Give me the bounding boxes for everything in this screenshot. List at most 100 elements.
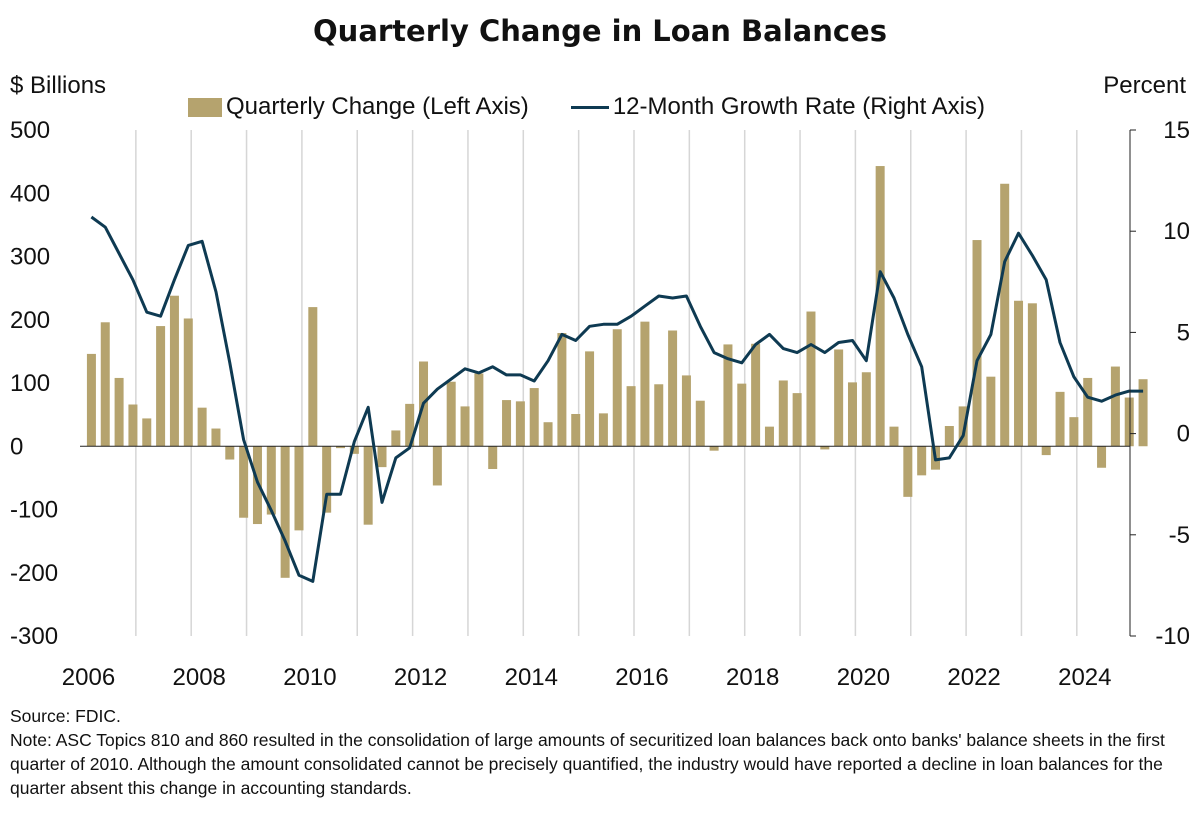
left-axis-tick-label: -100	[10, 497, 58, 524]
x-axis-tick-label: 2018	[726, 664, 779, 691]
bar-quarterly-change	[100, 322, 110, 447]
bar-quarterly-change	[322, 446, 332, 513]
bar-quarterly-change	[764, 426, 774, 447]
bar-quarterly-change	[197, 407, 207, 447]
bar-quarterly-change	[778, 380, 788, 447]
line-growth-rate	[90, 215, 1144, 583]
bar-quarterly-change	[128, 404, 138, 447]
left-axis-tick-label: 300	[10, 244, 50, 271]
bar-quarterly-change	[917, 446, 927, 476]
x-axis-tick-label: 2008	[173, 664, 226, 691]
bar-quarterly-change	[349, 446, 359, 454]
bar-quarterly-change	[543, 422, 553, 447]
bar-quarterly-change	[211, 428, 221, 447]
bar-quarterly-change	[239, 446, 249, 518]
accounting-note: Note: ASC Topics 810 and 860 resulted in…	[10, 730, 1165, 798]
source-note: Source: FDIC.	[10, 706, 121, 726]
legend-line-label: 12-Month Growth Rate (Right Axis)	[612, 93, 985, 120]
bar-quarterly-change	[903, 446, 913, 497]
bar-quarterly-change	[571, 413, 581, 447]
bar-quarterly-change	[585, 351, 595, 447]
bar-quarterly-change	[1124, 397, 1134, 447]
bar-quarterly-change	[1014, 300, 1024, 447]
bar-quarterly-change	[1138, 379, 1148, 447]
bar-quarterly-change	[280, 446, 290, 578]
bar-quarterly-change	[889, 426, 899, 447]
bar-quarterly-change	[405, 403, 415, 447]
bar-quarterly-change	[1055, 391, 1065, 447]
x-axis-tick-label: 2010	[283, 664, 336, 691]
bar-quarterly-change	[363, 446, 373, 525]
bar-quarterly-change	[654, 384, 664, 447]
bar-quarterly-change	[709, 446, 719, 451]
bar-quarterly-change	[1069, 417, 1079, 447]
right-axis-unit-label: Percent	[1103, 72, 1186, 99]
bar-quarterly-change	[308, 307, 318, 447]
footnotes: Source: FDIC. Note: ASC Topics 810 and 8…	[10, 704, 1190, 800]
left-axis-tick-label: 100	[10, 370, 50, 397]
bar-quarterly-change	[944, 426, 954, 447]
bar-quarterly-change	[986, 376, 996, 447]
bar-quarterly-change	[792, 393, 802, 447]
bar-quarterly-change	[142, 418, 152, 447]
legend-bar-label: Quarterly Change (Left Axis)	[226, 93, 529, 120]
left-axis-tick-label: 400	[10, 180, 50, 207]
bar-quarterly-change	[114, 377, 124, 447]
bar-quarterly-change	[502, 400, 512, 447]
bar-quarterly-change	[806, 311, 816, 447]
x-axis-tick-label: 2016	[615, 664, 668, 691]
x-axis-tick-label: 2022	[947, 664, 1000, 691]
legend: Quarterly Change (Left Axis) 12-Month Gr…	[188, 92, 985, 122]
bar-quarterly-change	[1110, 366, 1120, 447]
left-axis-tick-label: -200	[10, 560, 58, 587]
legend-bar-swatch	[188, 97, 222, 117]
left-axis-tick-label: 0	[10, 433, 23, 460]
left-axis-tick-label: -300	[10, 623, 58, 650]
bar-quarterly-change	[1000, 183, 1010, 447]
bar-quarterly-change	[266, 446, 276, 515]
right-axis-tick-label: 10	[1163, 218, 1190, 245]
bar-quarterly-change	[1041, 446, 1051, 456]
bar-quarterly-change	[598, 413, 608, 447]
bar-quarterly-change	[377, 446, 387, 468]
bar-quarterly-change	[875, 166, 885, 447]
bar-quarterly-change	[751, 343, 761, 447]
bar-quarterly-change	[958, 406, 968, 447]
right-axis-tick-label: 15	[1163, 117, 1190, 144]
bar-quarterly-change	[529, 388, 539, 447]
bar-quarterly-change	[1027, 303, 1037, 447]
bar-quarterly-change	[723, 344, 733, 447]
x-axis-tick-label: 2012	[394, 664, 447, 691]
bar-quarterly-change	[737, 383, 747, 447]
bar-quarterly-change	[972, 240, 982, 447]
bar-quarterly-change	[169, 295, 179, 447]
bar-quarterly-change	[557, 333, 567, 447]
chart-plot-area: 500 400 300 200 100 0 -100 -200 -300 15 10 5 0 -5 -10 2…	[10, 117, 1190, 691]
bar-quarterly-change	[1097, 446, 1107, 468]
bar-quarterly-change	[474, 373, 484, 447]
right-axis-tick-label: 5	[1177, 319, 1190, 346]
chart-title: Quarterly Change in Loan Balances	[313, 14, 887, 48]
bar-quarterly-change	[335, 446, 345, 449]
bar-quarterly-change	[294, 446, 304, 531]
bar-quarterly-change	[156, 326, 166, 447]
left-axis-unit-label: $ Billions	[10, 72, 107, 99]
bar-quarterly-change	[681, 375, 691, 447]
bar-quarterly-change	[515, 401, 525, 447]
x-axis-tick-label: 2006	[62, 664, 115, 691]
bar-quarterly-change	[86, 353, 96, 447]
bar-quarterly-change	[183, 318, 193, 447]
bar-quarterly-change	[488, 446, 498, 470]
bar-quarterly-change	[668, 330, 678, 447]
bar-quarterly-change	[695, 400, 705, 447]
x-axis-tick-label: 2014	[505, 664, 558, 691]
bar-quarterly-change	[1083, 377, 1093, 447]
bar-quarterly-change	[446, 381, 456, 447]
bar-quarterly-change	[225, 446, 235, 460]
bar-quarterly-change	[820, 446, 830, 450]
x-axis-tick-label: 2024	[1058, 664, 1111, 691]
right-axis-tick-label: 0	[1177, 421, 1190, 448]
left-axis-tick-label: 500	[10, 117, 50, 144]
bar-quarterly-change	[391, 430, 401, 447]
bar-quarterly-change	[847, 382, 857, 447]
